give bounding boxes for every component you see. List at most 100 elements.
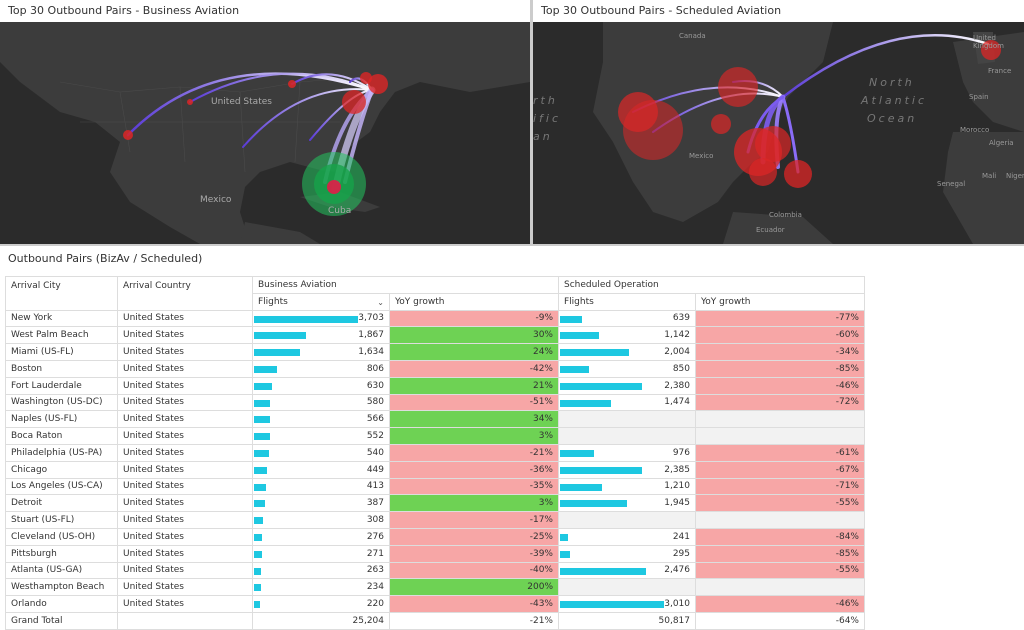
grand-total-country bbox=[117, 611, 253, 630]
cell-ba-yoy: -21% bbox=[389, 443, 559, 462]
cell-arrival-country: United States bbox=[117, 326, 253, 345]
table-row[interactable]: Pittsburgh United States 271 -39% 295 -85% bbox=[5, 544, 865, 563]
table-row[interactable]: Orlando United States 220 -43% 3,010 -46% bbox=[5, 595, 865, 613]
cell-arrival-country: United States bbox=[117, 460, 253, 479]
cell-ba-flights: 580 bbox=[252, 393, 390, 412]
cell-so-flights: 2,004 bbox=[558, 343, 696, 361]
table-row[interactable]: Boston United States 806 -42% 850 -85% bbox=[5, 359, 865, 378]
grand-total-ba-yoy: -21% bbox=[389, 611, 559, 630]
cell-so-flights: 295 bbox=[558, 544, 696, 563]
cell-ba-flights-value: 276 bbox=[366, 531, 384, 542]
col-group-business-aviation: Business Aviation bbox=[252, 276, 559, 294]
cell-so-yoy: -77% bbox=[695, 309, 865, 328]
cell-arrival-city: Detroit bbox=[5, 494, 118, 513]
table-row[interactable]: Atlanta (US-GA) United States 263 -40% 2,476… bbox=[5, 561, 865, 580]
cell-arrival-country: United States bbox=[117, 527, 253, 546]
cell-arrival-city: Orlando bbox=[5, 595, 118, 613]
col-arrival-country[interactable]: Arrival Country bbox=[117, 276, 253, 311]
cell-so-flights-bar bbox=[560, 550, 570, 558]
table-row[interactable]: Fort Lauderdale United States 630 21% 2,380-… bbox=[5, 376, 865, 395]
cell-ba-flights-bar bbox=[254, 449, 269, 457]
cell-ba-flights: 220 bbox=[252, 595, 390, 613]
cell-ba-yoy: -35% bbox=[389, 477, 559, 496]
table-row[interactable]: Washington (US-DC) United States 580 -51% 1,… bbox=[5, 393, 865, 412]
cell-ba-flights-value: 540 bbox=[366, 447, 384, 458]
scheduled-bubbles bbox=[618, 40, 1001, 188]
table-row[interactable]: Cleveland (US-OH) United States 276 -25% 241… bbox=[5, 527, 865, 546]
table-row[interactable]: Philadelphia (US-PA) United States 540 -21%… bbox=[5, 443, 865, 462]
cell-ba-flights-value: 271 bbox=[366, 548, 384, 559]
cell-ba-flights-value: 387 bbox=[366, 498, 384, 509]
grand-total-ba-flights: 25,204 bbox=[252, 611, 390, 630]
cell-ba-flights: 263 bbox=[252, 561, 390, 580]
cell-so-flights bbox=[558, 427, 696, 445]
table-row[interactable]: Detroit United States 387 3% 1,945 -55% bbox=[5, 494, 865, 513]
table-row[interactable]: Stuart (US-FL) United States 308 -17% bbox=[5, 511, 865, 529]
map-label-united-states: United States bbox=[211, 97, 272, 107]
bizav-map-title: Top 30 Outbound Pairs - Business Aviatio… bbox=[0, 0, 530, 22]
cell-so-flights-bar bbox=[560, 382, 642, 390]
cell-so-flights: 241 bbox=[558, 527, 696, 546]
cell-so-flights-bar bbox=[560, 365, 589, 373]
land-south-america bbox=[723, 212, 833, 244]
map-label-france: France bbox=[988, 67, 1012, 75]
cell-so-yoy: -84% bbox=[695, 527, 865, 546]
table-row[interactable]: Naples (US-FL) United States 566 34% bbox=[5, 410, 865, 429]
scheduled-map-title: Top 30 Outbound Pairs - Scheduled Aviati… bbox=[533, 0, 1024, 22]
cell-so-flights: 2,476 bbox=[558, 561, 696, 580]
bizav-map-canvas bbox=[0, 22, 530, 244]
col-so-flights[interactable]: Flights bbox=[558, 292, 696, 311]
table-row[interactable]: Miami (US-FL) United States 1,634 24% 2,004-… bbox=[5, 343, 865, 361]
cell-so-flights: 1,945 bbox=[558, 494, 696, 513]
cell-so-yoy bbox=[695, 427, 865, 445]
panel-divider bbox=[530, 0, 533, 246]
col-so-yoy[interactable]: YoY growth bbox=[695, 292, 865, 311]
cell-so-yoy bbox=[695, 578, 865, 597]
cell-ba-flights: 234 bbox=[252, 578, 390, 597]
cell-arrival-city: Chicago bbox=[5, 460, 118, 479]
outbound-pairs-table: Arrival City Arrival Country Business Av… bbox=[5, 276, 865, 630]
table-row[interactable]: West Palm Beach United States 1,867 30% 1,14… bbox=[5, 326, 865, 345]
cell-ba-flights-value: 1,634 bbox=[358, 347, 384, 358]
map-label-canada: Canada bbox=[679, 32, 706, 40]
cell-ba-flights-bar bbox=[254, 382, 272, 390]
scheduled-map[interactable]: Canada Mexico United Kingdom France Spai… bbox=[533, 22, 1024, 244]
cell-ba-flights-value: 580 bbox=[366, 397, 384, 408]
cell-ba-flights: 1,634 bbox=[252, 343, 390, 361]
cell-arrival-city: West Palm Beach bbox=[5, 326, 118, 345]
map-label-ocean-atlantic: Atlantic bbox=[861, 94, 928, 107]
map-label-mexico: Mexico bbox=[200, 195, 232, 205]
table-row[interactable]: Los Angeles (US-CA) United States 413 -35% 1… bbox=[5, 477, 865, 496]
table-row[interactable]: Boca Raton United States 552 3% bbox=[5, 427, 865, 445]
cell-ba-yoy: -17% bbox=[389, 511, 559, 529]
cell-so-flights-value: 2,476 bbox=[664, 565, 690, 576]
cell-arrival-city: New York bbox=[5, 309, 118, 328]
cell-so-flights-value: 3,010 bbox=[664, 599, 690, 610]
cell-so-yoy: -85% bbox=[695, 359, 865, 378]
land-africa bbox=[943, 132, 1024, 244]
chevron-down-icon[interactable]: ⌄ bbox=[377, 297, 384, 307]
cell-arrival-country: United States bbox=[117, 343, 253, 361]
col-ba-flights[interactable]: Flights ⌄ bbox=[252, 292, 390, 311]
col-ba-yoy[interactable]: YoY growth bbox=[389, 292, 559, 311]
grand-total-so-yoy: -64% bbox=[695, 611, 865, 630]
cell-ba-yoy: -42% bbox=[389, 359, 559, 378]
table-row[interactable]: Westhampton Beach United States 234 200% bbox=[5, 578, 865, 597]
bizav-map[interactable]: United States Mexico Cuba bbox=[0, 22, 530, 244]
table-row[interactable]: Chicago United States 449 -36% 2,385 -67% bbox=[5, 460, 865, 479]
cell-so-flights-bar bbox=[560, 601, 664, 609]
cell-so-flights bbox=[558, 578, 696, 597]
cell-ba-flights-value: 234 bbox=[366, 582, 384, 593]
cell-ba-flights-bar bbox=[254, 315, 358, 323]
cell-ba-flights: 552 bbox=[252, 427, 390, 445]
cell-ba-flights-value: 449 bbox=[366, 464, 384, 475]
cell-arrival-city: Fort Lauderdale bbox=[5, 376, 118, 395]
cell-so-flights-value: 1,210 bbox=[664, 481, 690, 492]
table-row[interactable]: New York United States 3,703 -9% 639 -77% bbox=[5, 309, 865, 328]
cell-ba-yoy: 34% bbox=[389, 410, 559, 429]
cell-so-yoy: -71% bbox=[695, 477, 865, 496]
map-label-mali: Mali bbox=[982, 172, 997, 180]
col-arrival-city[interactable]: Arrival City bbox=[5, 276, 118, 311]
cell-arrival-country: United States bbox=[117, 427, 253, 445]
cell-ba-flights: 276 bbox=[252, 527, 390, 546]
